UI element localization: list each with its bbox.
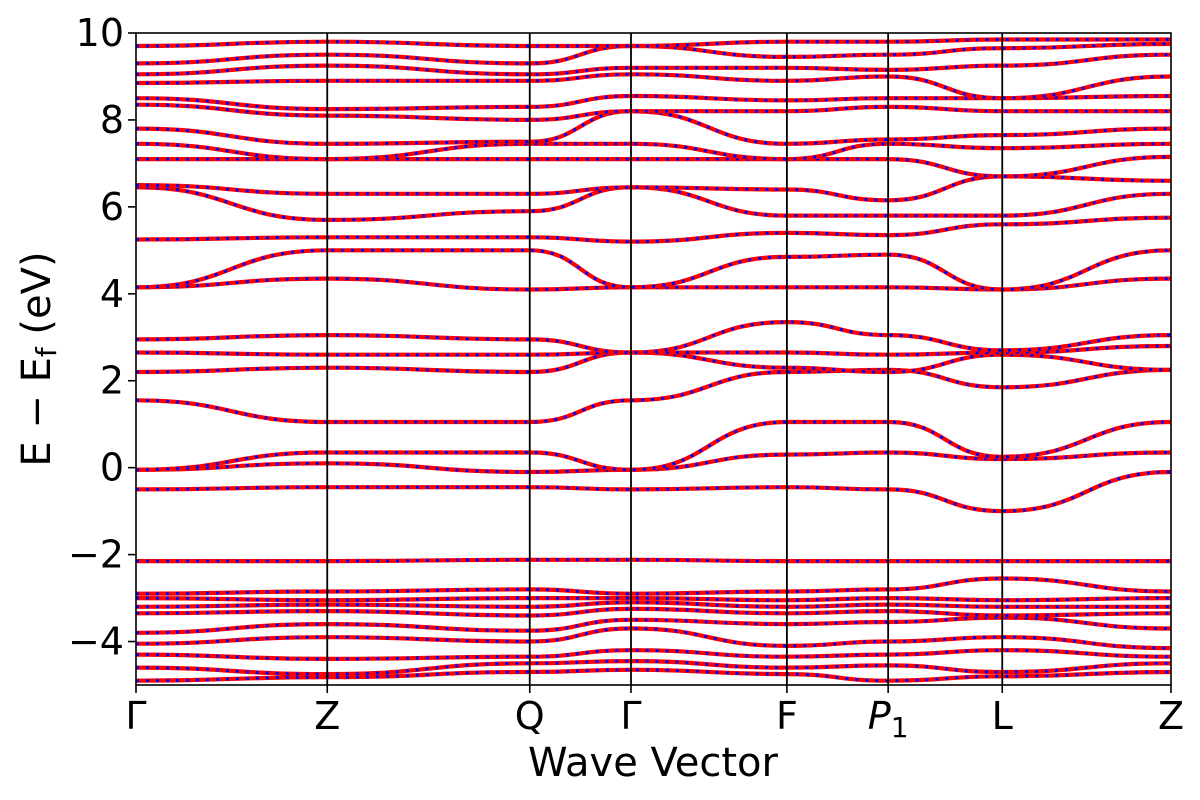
x-tick-label: P1 [868, 694, 909, 744]
band-line-red [136, 557, 1171, 564]
x-axis-ticks: Γ Z Q Γ F P1 L Z [125, 685, 1184, 744]
y-axis-label-main: E − E [14, 357, 60, 467]
band-line-blue [136, 248, 1171, 292]
y-tick-label: 4 [100, 272, 124, 316]
band-line-blue [136, 320, 1171, 355]
band-line-blue [136, 470, 1171, 513]
band-line-red [136, 72, 1171, 101]
x-tick-label: Γ [620, 694, 641, 738]
band-line-red [136, 667, 1171, 683]
band-line-blue [136, 350, 1171, 374]
band-line-red [136, 595, 1171, 603]
y-axis-label-unit: (eV) [14, 251, 60, 347]
plot-frame [135, 32, 1172, 686]
band-line-red [136, 37, 1171, 49]
y-tick-label: −4 [68, 620, 124, 664]
x-tick-label: F [776, 694, 798, 738]
x-tick-label: Γ [125, 694, 146, 738]
band-line-red [136, 215, 1171, 244]
band-line-red [136, 141, 1171, 162]
high-symmetry-lines [326, 33, 1004, 685]
bands-layer [136, 37, 1171, 683]
band-line-red [136, 367, 1171, 425]
x-tick-label: L [992, 694, 1013, 738]
band-line-blue [136, 576, 1171, 596]
band-line-red [136, 600, 1171, 609]
band-line-red [136, 343, 1171, 357]
x-tick-label: Z [314, 694, 340, 738]
band-line-blue [136, 368, 1171, 424]
band-line-red [136, 469, 1171, 514]
band-line-blue [136, 420, 1171, 472]
y-axis-label: E − Ef (eV) [14, 251, 63, 466]
y-axis-ticks: −4 −2 0 2 4 6 8 10 [68, 11, 136, 664]
y-tick-label: 2 [100, 359, 124, 403]
x-tick-label: Q [515, 694, 545, 738]
band-line-red [136, 174, 1171, 203]
band-line-red [136, 576, 1171, 596]
band-line-red [136, 606, 1171, 618]
y-axis-label-sub: f [30, 346, 63, 357]
y-tick-label: −2 [68, 533, 124, 577]
y-tick-label: 6 [100, 185, 124, 229]
y-tick-label: 8 [100, 98, 124, 142]
y-tick-label: 10 [76, 11, 124, 55]
band-line-red [136, 648, 1171, 662]
band-line-red [136, 248, 1171, 292]
x-axis-label: Wave Vector [528, 740, 779, 786]
y-tick-label: 0 [100, 446, 124, 490]
band-line-red [136, 319, 1171, 355]
x-tick-label: Z [1158, 694, 1184, 738]
